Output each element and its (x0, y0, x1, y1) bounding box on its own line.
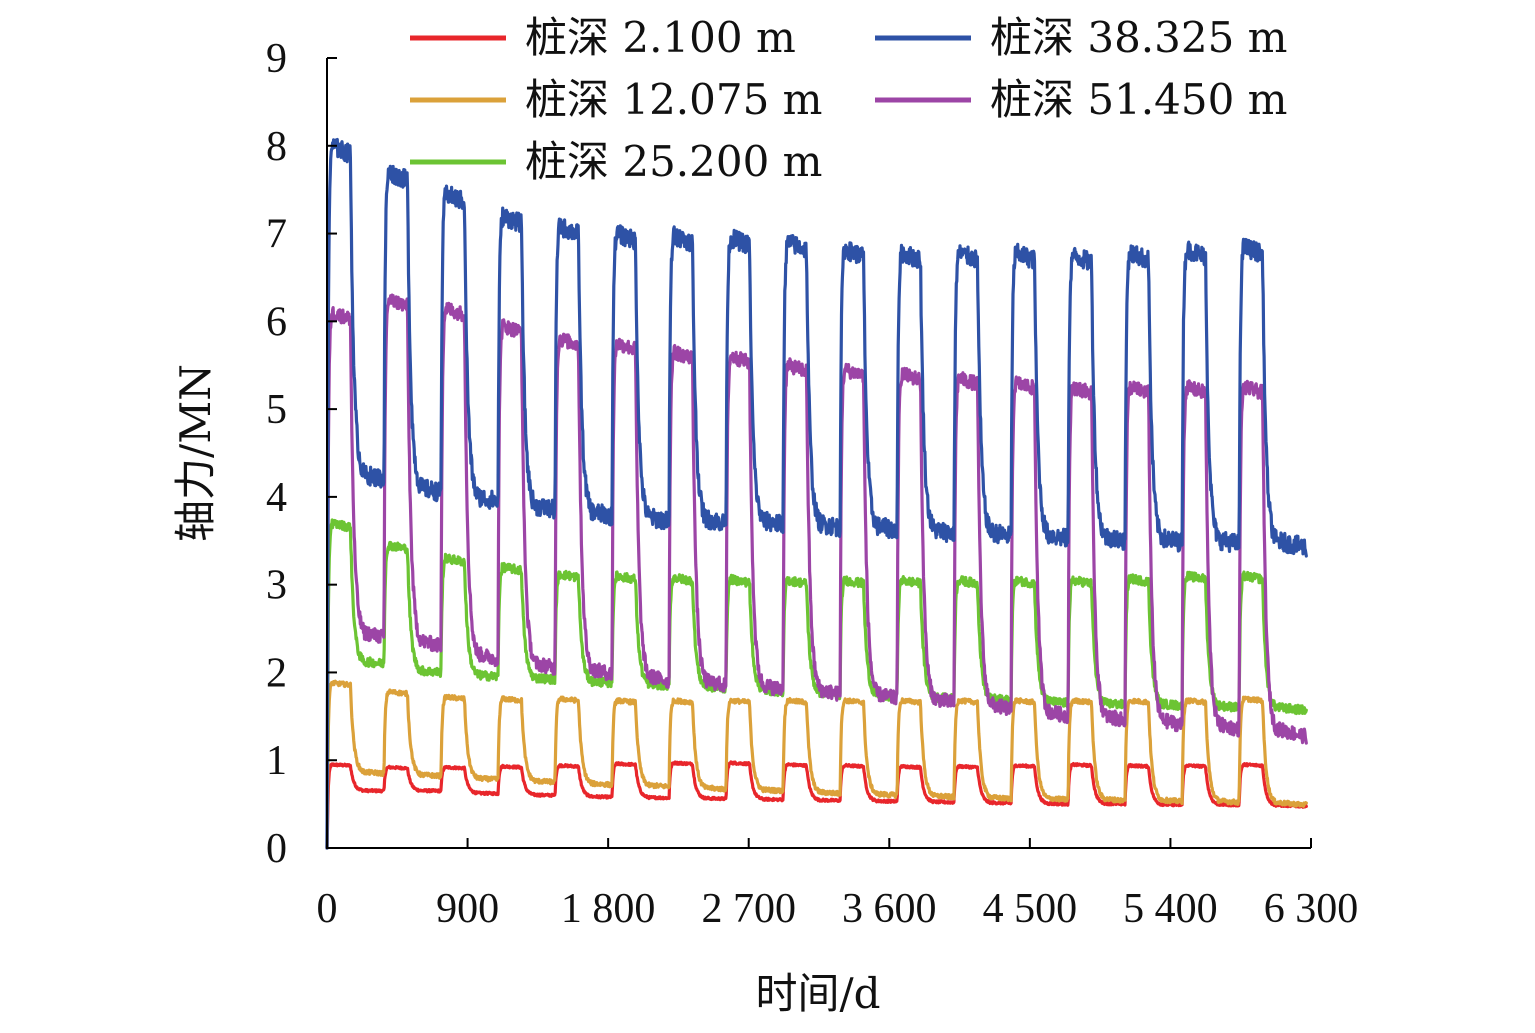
legend: 桩深 2.100 m 桩深 12.075 m 桩深 25.200 m 桩深 38.32… (410, 13, 1288, 186)
series-line-0 (325, 760, 1308, 850)
legend-label: 桩深 51.450 m (990, 75, 1288, 124)
x-tick-label: 0 (317, 886, 338, 932)
y-tick-label: 8 (266, 124, 287, 170)
x-tick-label: 4 500 (983, 886, 1078, 932)
legend-label: 桩深 2.100 m (525, 13, 796, 62)
series-line-2 (325, 518, 1308, 850)
y-tick-label: 1 (266, 738, 287, 784)
y-tick-label: 9 (266, 36, 287, 82)
series-line-3 (325, 137, 1308, 850)
legend-label: 桩深 25.200 m (525, 137, 823, 186)
x-tick-label: 6 300 (1264, 886, 1359, 932)
y-axis-title: 轴力/MN (171, 364, 220, 542)
x-tick-label: 3 600 (842, 886, 937, 932)
series-layer (325, 137, 1308, 850)
y-tick-label: 0 (266, 826, 287, 872)
legend-label: 桩深 12.075 m (525, 75, 823, 124)
x-axis-title: 时间/d (755, 969, 880, 1018)
y-tick-label: 6 (266, 299, 287, 345)
series-line-4 (325, 293, 1308, 850)
ticks-layer (326, 57, 1312, 849)
y-tick-label: 5 (266, 387, 287, 433)
x-tick-label: 900 (436, 886, 499, 932)
legend-label: 桩深 38.325 m (990, 13, 1288, 62)
x-tick-label: 5 400 (1123, 886, 1218, 932)
y-tick-label: 2 (266, 650, 287, 696)
series-line-1 (325, 679, 1308, 850)
tick-labels-layer: 0 900 1 800 2 700 3 600 4 500 5 400 6 300 0 1 2 3 4 5… (266, 36, 1358, 932)
x-tick-label: 2 700 (701, 886, 796, 932)
y-tick-label: 4 (266, 475, 287, 521)
y-tick-label: 3 (266, 563, 287, 609)
y-tick-label: 7 (266, 212, 287, 258)
x-tick-label: 1 800 (561, 886, 656, 932)
